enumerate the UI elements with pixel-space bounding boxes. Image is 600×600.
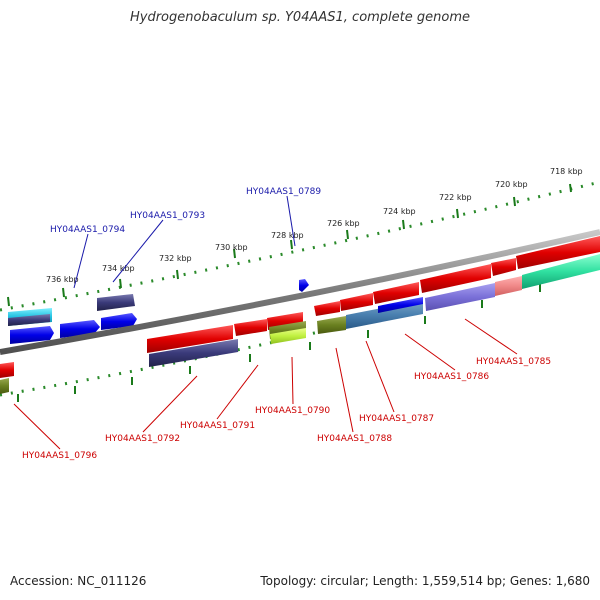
gene-reverse-0788b[interactable] xyxy=(340,293,373,311)
reverse-gene-labels: HY04AAS1_0785 HY04AAS1_0786 HY04AAS1_078… xyxy=(22,357,551,461)
major-ticks-outer xyxy=(7,183,572,307)
gene-HY04AAS1_0789[interactable] xyxy=(299,279,309,292)
reverse-leaders xyxy=(13,318,518,450)
gene-reverse-0785a[interactable] xyxy=(491,258,516,276)
forward-gene-labels: HY04AAS1_0794 HY04AAS1_0793 HY04AAS1_078… xyxy=(50,187,321,235)
tick-label: 728 kbp xyxy=(271,231,304,240)
gene-HY04AAS1_0794[interactable] xyxy=(8,314,50,326)
gene-HY04AAS1_0793[interactable] xyxy=(97,294,135,311)
gene-label-0794[interactable]: HY04AAS1_0794 xyxy=(50,225,125,235)
page-title: Hydrogenobaculum sp. Y04AAS1, complete g… xyxy=(129,10,471,25)
gene-label-0791[interactable]: HY04AAS1_0791 xyxy=(180,421,255,431)
gene-0785-band-pink[interactable] xyxy=(495,276,522,296)
gene-label-0787[interactable]: HY04AAS1_0787 xyxy=(359,414,434,424)
gene-0796-band-olive[interactable] xyxy=(0,378,9,394)
gene-label-0792[interactable]: HY04AAS1_0792 xyxy=(105,434,180,444)
reverse-strand-row2 xyxy=(0,254,600,394)
gene-label-0789[interactable]: HY04AAS1_0789 xyxy=(246,187,321,197)
gene-label-0793[interactable]: HY04AAS1_0793 xyxy=(130,211,205,221)
gene-0790-band-lime[interactable] xyxy=(270,328,306,344)
scale-labels: 718 kbp 720 kbp 722 kbp 724 kbp 726 kbp … xyxy=(46,167,583,284)
forward-strand-row1 xyxy=(8,279,309,326)
gene-0788-band-olive[interactable] xyxy=(317,316,346,334)
gene-0785-band-teal[interactable] xyxy=(522,254,600,289)
forward-leaders xyxy=(73,195,296,289)
tick-label: 734 kbp xyxy=(102,264,135,273)
gene-0786-band-purple[interactable] xyxy=(425,283,495,311)
tick-label: 724 kbp xyxy=(383,207,416,216)
gene-HY04AAS1_0786[interactable] xyxy=(420,264,491,293)
tick-label: 718 kbp xyxy=(550,167,583,176)
gene-forward-c[interactable] xyxy=(101,313,137,330)
gene-reverse-0791a[interactable] xyxy=(234,319,267,336)
genome-summary-text: Topology: circular; Length: 1,559,514 bp… xyxy=(260,574,590,588)
genome-backbone xyxy=(0,229,600,355)
gene-label-0786[interactable]: HY04AAS1_0786 xyxy=(414,372,489,382)
gene-HY04AAS1_0796[interactable] xyxy=(0,362,14,378)
tick-label: 726 kbp xyxy=(327,219,360,228)
gene-label-0790[interactable]: HY04AAS1_0790 xyxy=(255,406,330,416)
gene-label-0785[interactable]: HY04AAS1_0785 xyxy=(476,357,551,367)
tick-label: 736 kbp xyxy=(46,275,79,284)
accession-text: Accession: NC_011126 xyxy=(10,574,147,588)
gene-0787-band-blue[interactable] xyxy=(378,297,423,313)
gene-label-0788[interactable]: HY04AAS1_0788 xyxy=(317,434,392,444)
gene-0792-band[interactable] xyxy=(149,339,238,367)
gene-label-0796[interactable]: HY04AAS1_0796 xyxy=(22,451,97,461)
tick-label: 730 kbp xyxy=(215,243,248,252)
tick-label: 732 kbp xyxy=(159,254,192,263)
gene-HY04AAS1_0787[interactable] xyxy=(373,282,419,304)
forward-strand-row2 xyxy=(10,313,137,344)
tick-label: 720 kbp xyxy=(495,180,528,189)
gene-forward-a[interactable] xyxy=(10,326,54,344)
major-ticks-inner xyxy=(17,284,541,402)
reverse-strand-row1 xyxy=(0,236,600,378)
gene-HY04AAS1_0785[interactable] xyxy=(516,236,600,269)
gene-reverse-0788a[interactable] xyxy=(314,301,340,316)
tick-label: 722 kbp xyxy=(439,193,472,202)
gene-HY04AAS1_0792[interactable] xyxy=(147,325,233,353)
